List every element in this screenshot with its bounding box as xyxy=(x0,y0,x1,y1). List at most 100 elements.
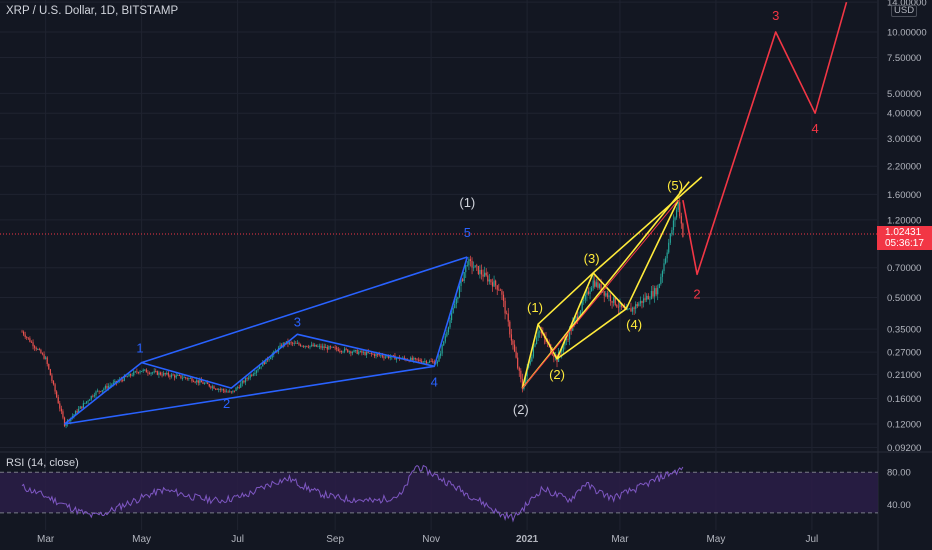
candle-body xyxy=(32,342,34,347)
candle-body xyxy=(309,345,311,348)
candle-body xyxy=(482,274,484,277)
candle-body xyxy=(439,353,442,356)
candle-body xyxy=(586,291,588,295)
candle-body xyxy=(268,359,270,361)
candle-body xyxy=(93,395,96,397)
currency-label[interactable]: USD xyxy=(891,5,918,17)
candle-body xyxy=(301,345,303,347)
rsi-tick-label: 80.00 xyxy=(887,468,911,479)
candle-body xyxy=(350,351,352,354)
candle-body xyxy=(388,355,390,358)
candle-body xyxy=(389,357,391,358)
candle-body xyxy=(141,371,143,373)
candle-body xyxy=(262,362,264,367)
candle-body xyxy=(551,352,553,356)
blue-wave-1-label: 1 xyxy=(136,341,143,356)
candle-body xyxy=(443,341,445,346)
candle-body xyxy=(620,303,623,307)
candle-body xyxy=(419,359,421,362)
price-tick-label: 0.27000 xyxy=(887,348,921,359)
candle-body xyxy=(111,384,113,386)
candle-body xyxy=(598,284,601,288)
candle-body xyxy=(87,400,89,402)
candle-body xyxy=(270,357,272,360)
candle-body xyxy=(21,331,23,333)
candle-body xyxy=(580,310,582,316)
candle-body xyxy=(59,403,61,409)
candle-body xyxy=(677,202,679,210)
candle-body xyxy=(491,282,494,287)
candle-body xyxy=(288,342,291,344)
candle-body xyxy=(329,346,332,348)
candle-body xyxy=(208,384,210,387)
candle-body xyxy=(386,355,388,357)
candle-body xyxy=(40,349,42,354)
candle-body xyxy=(30,341,33,343)
candle-body xyxy=(460,279,462,287)
candle-body xyxy=(54,384,56,392)
price-tick-label: 4.00000 xyxy=(887,109,921,120)
candle-body xyxy=(611,301,613,303)
candle-body xyxy=(380,355,382,357)
candle-body xyxy=(458,286,461,297)
candle-body xyxy=(430,361,432,362)
rsi-panel: 80.00 40.00 xyxy=(0,464,911,523)
candle-body xyxy=(185,377,187,379)
candle-body xyxy=(457,296,459,300)
candle-body xyxy=(251,375,253,376)
candle-body xyxy=(506,313,508,315)
candle-body xyxy=(373,354,376,357)
time-tick-label: Jul xyxy=(231,534,244,545)
candle-body xyxy=(532,346,535,357)
candle-body xyxy=(159,372,162,375)
candle-body xyxy=(510,334,512,341)
price-axis: 14.00000 10.00000 7.50000 5.00000 4.00000 3.0… xyxy=(887,0,927,454)
candle-body xyxy=(608,295,610,297)
candle-body xyxy=(378,354,380,356)
price-tick-label: 2.20000 xyxy=(887,162,921,173)
candle-body xyxy=(347,349,349,353)
candle-body xyxy=(197,380,199,383)
candle-body xyxy=(468,259,470,266)
cycle-wave-1-label: (1) xyxy=(459,195,475,210)
candle-body xyxy=(444,336,446,342)
candle-body xyxy=(85,401,88,403)
time-tick-label: May xyxy=(706,534,725,545)
candle-body xyxy=(34,346,36,348)
candle-body xyxy=(79,406,81,409)
candle-body xyxy=(517,357,519,368)
yellow-channel-mid xyxy=(556,308,627,360)
candle-body xyxy=(139,371,141,373)
blue-wave-path xyxy=(64,256,469,425)
price-tick-label: 1.20000 xyxy=(887,215,921,226)
candle-body xyxy=(136,371,138,373)
candle-body xyxy=(480,269,483,275)
candle-body xyxy=(657,287,659,295)
candle-body xyxy=(359,350,361,353)
candle-body xyxy=(641,300,643,303)
price-tick-label: 0.09200 xyxy=(887,443,921,454)
candle-body xyxy=(331,346,333,348)
candle-body xyxy=(257,369,259,371)
wave-labels: 1 2 3 4 5 (1) (2) (1) (2) (3) (4) (5) 2 3 4 xyxy=(136,8,818,417)
candle-body xyxy=(199,380,201,383)
candle-body xyxy=(466,265,468,267)
candle-body xyxy=(353,350,355,352)
candle-body xyxy=(205,382,207,384)
candle-body xyxy=(531,356,533,362)
candle-body xyxy=(567,338,569,340)
candle-body xyxy=(421,361,423,363)
candle-body xyxy=(395,357,398,360)
candle-body xyxy=(594,280,596,287)
price-tick-label: 1.60000 xyxy=(887,190,921,201)
candle-body xyxy=(369,352,371,354)
candle-body xyxy=(114,380,116,383)
candle-body xyxy=(355,350,357,351)
price-tick-label: 0.70000 xyxy=(887,263,921,274)
candle-body xyxy=(298,343,300,345)
candle-body xyxy=(46,357,48,364)
candle-body xyxy=(652,291,654,297)
blue-wave-3-label: 3 xyxy=(294,314,301,329)
candle-body xyxy=(200,380,203,383)
